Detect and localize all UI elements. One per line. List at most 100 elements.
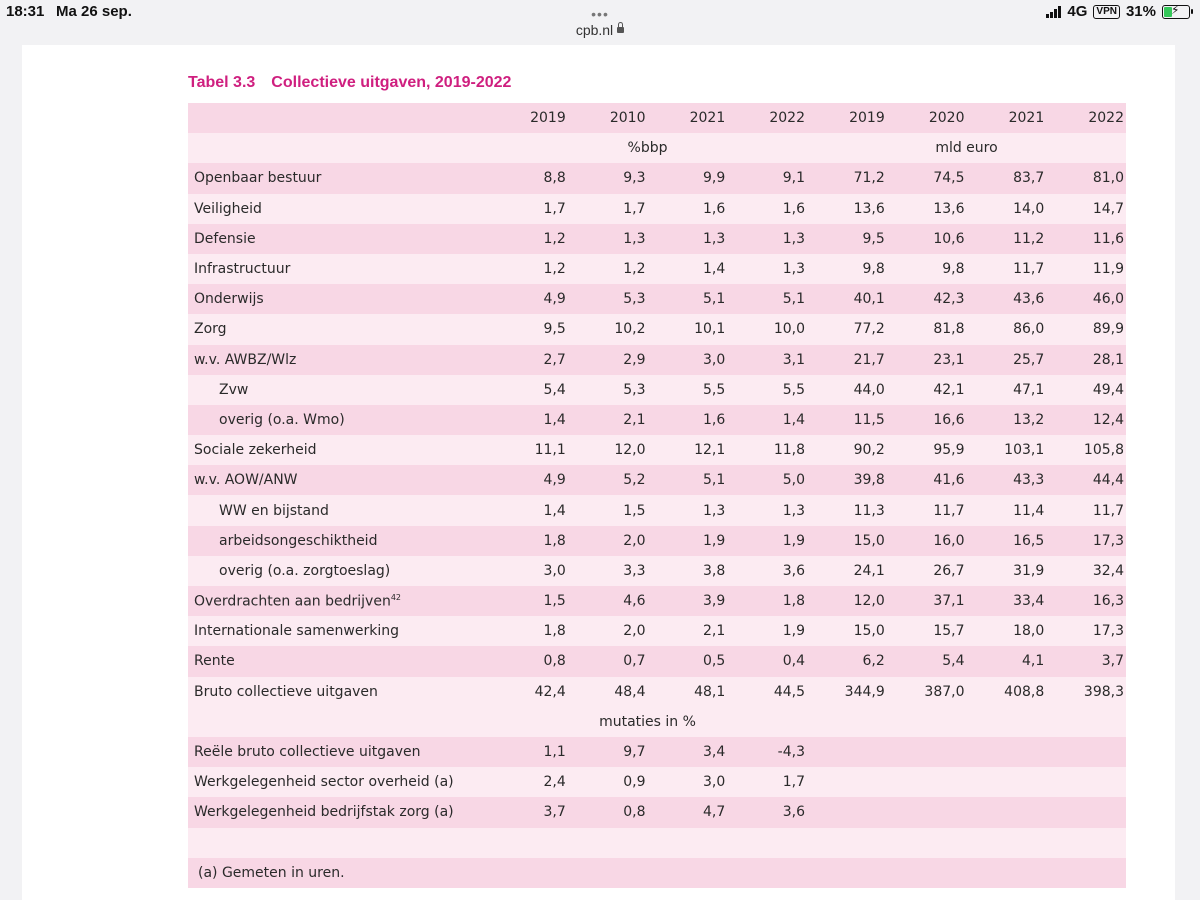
unit-header-mld-euro: mld euro: [935, 140, 998, 157]
table-cell: 10,2: [614, 321, 646, 338]
table-cell: 37,1: [933, 593, 965, 610]
table-cell: 1,6: [782, 200, 805, 217]
table-row: Overdrachten aan bedrijven42 1,5 4,6 3,9 1,8…: [188, 586, 1126, 617]
table-row: overig (o.a. zorgtoeslag) 3,0 3,3 3,8 3,6 24,…: [188, 555, 1126, 586]
header-row-years: 2019 2010 2021 2022 2019 2020 2021 2022: [188, 103, 1126, 134]
table-cell: 11,4: [1013, 502, 1045, 519]
table-cell: 1,3: [782, 502, 805, 519]
table-cell: 11,9: [1092, 261, 1124, 278]
table-cell: 15,0: [853, 623, 885, 640]
table-cell: 44,5: [773, 683, 805, 700]
row-label: Werkgelegenheid bedrijfstak zorg (a): [194, 804, 454, 821]
table-cell: 4,6: [623, 593, 646, 610]
unit-header-bbp: %bbp: [627, 140, 668, 157]
year-header: 2021: [689, 110, 726, 127]
table-cell: 12,4: [1092, 411, 1124, 428]
table-cell: 90,2: [853, 442, 885, 459]
table-cell: 3,6: [782, 562, 805, 579]
cellular-signal-icon: [1046, 5, 1062, 18]
mutaties-header: mutaties in %: [599, 713, 696, 730]
table-cell: 9,5: [543, 321, 566, 338]
row-label-text: Veiligheid: [194, 200, 262, 217]
table-cell: 17,3: [1092, 532, 1124, 549]
table-cell: 77,2: [853, 321, 885, 338]
table-cell: 4,7: [702, 804, 726, 821]
row-label: Infrastructuur: [188, 261, 488, 277]
table-cell: 13,6: [853, 200, 885, 217]
table-cell: 12,0: [853, 593, 885, 610]
row-label: Overdrachten aan bedrijven42: [188, 593, 488, 610]
row-label-text: Openbaar bestuur: [194, 170, 322, 187]
table-cell: 2,0: [623, 623, 646, 640]
table-cell: 1,4: [543, 411, 566, 428]
spacer-row: [188, 827, 1126, 858]
table-row: Sociale zekerheid 11,1 12,0 12,1 11,8 90,2 95,…: [188, 435, 1126, 466]
table-cell: 31,9: [1013, 562, 1045, 579]
row-label: Bruto collectieve uitgaven: [188, 684, 488, 700]
table-cell: 4,9: [543, 472, 566, 489]
table-cell: 1,4: [782, 411, 805, 428]
table-cell: 11,6: [1092, 230, 1124, 247]
table-cell: 1,9: [782, 532, 805, 549]
table-cell: 42,3: [933, 291, 965, 308]
table-cell: 28,1: [1092, 351, 1124, 368]
table-cell: 344,9: [844, 683, 885, 700]
row-label: Werkgelegenheid sector overheid (a): [194, 774, 454, 791]
table-cell: 49,4: [1092, 381, 1124, 398]
table-cell: 1,5: [623, 502, 646, 519]
tab-options-icon[interactable]: •••: [591, 6, 609, 22]
table-cell: 1,4: [543, 502, 566, 519]
table-row: Onderwijs 4,9 5,3 5,1 5,1 40,1 42,3 43,6 46,0: [188, 284, 1126, 315]
table-cell: 11,5: [853, 411, 885, 428]
table-cell: 16,5: [1013, 532, 1045, 549]
table-cell: 1,3: [782, 230, 805, 247]
table-cell: 16,0: [933, 532, 965, 549]
table-cell: 2,0: [623, 532, 646, 549]
table-cell: 2,7: [543, 351, 566, 368]
row-label-text: Internationale samenwerking: [194, 623, 399, 640]
table-cell: 5,1: [702, 472, 726, 489]
table-cell: 3,7: [1101, 653, 1124, 670]
table-cell: 9,1: [782, 170, 805, 187]
table-cell: 2,1: [623, 411, 646, 428]
row-label: Sociale zekerheid: [188, 442, 488, 458]
table-cell: 42,1: [933, 381, 965, 398]
table-cell: 16,3: [1092, 593, 1124, 610]
status-date: Ma 26 sep.: [56, 3, 132, 20]
table-row: Defensie 1,2 1,3 1,3 1,3 9,5 10,6 11,2 11,6: [188, 223, 1126, 254]
table-row: Openbaar bestuur 8,8 9,3 9,9 9,1 71,2 74,5 83,7…: [188, 163, 1126, 194]
row-label-text: Infrastructuur: [194, 261, 291, 278]
table-cell: 16,6: [933, 411, 965, 428]
table-cell: 12,1: [694, 442, 726, 459]
table-cell: 2,9: [623, 351, 646, 368]
table-cell: 48,1: [694, 683, 726, 700]
row-label-text: arbeidsongeschiktheid: [219, 532, 378, 549]
url-text: cpb.nl: [575, 22, 614, 38]
row-label: overig (o.a. Wmo): [188, 412, 488, 428]
table-row: Zvw 5,4 5,3 5,5 5,5 44,0 42,1 47,1 49,4: [188, 374, 1126, 405]
table-cell: 1,3: [702, 502, 726, 519]
status-indicators: 4G VPN 31% ⚡: [1046, 3, 1193, 20]
footnote-reference[interactable]: 42: [390, 592, 402, 602]
row-label: Reële bruto collectieve uitgaven: [194, 744, 421, 761]
table-cell: 1,1: [543, 744, 566, 761]
footnote: (a) Gemeten in uren.: [198, 864, 345, 881]
row-label-text: WW en bijstand: [219, 502, 329, 519]
table-cell: 398,3: [1083, 683, 1124, 700]
address-bar[interactable]: cpb.nl: [0, 22, 1200, 38]
page-content: Tabel 3.3 Collectieve uitgaven, 2019-2022…: [22, 45, 1175, 900]
mutaties-row: Werkgelegenheid bedrijfstak zorg (a) 3,7 0…: [188, 797, 1126, 828]
year-header: 2020: [928, 110, 965, 127]
table-cell: 5,3: [623, 381, 646, 398]
table-cell: -4,3: [777, 744, 805, 761]
table-row: WW en bijstand 1,4 1,5 1,3 1,3 11,3 11,7 11,4 11…: [188, 495, 1126, 526]
table-cell: 3,1: [782, 351, 805, 368]
row-label: Zorg: [188, 321, 488, 337]
lock-icon: [617, 22, 625, 34]
table-cell: 83,7: [1013, 170, 1045, 187]
table-cell: 4,1: [1021, 653, 1045, 670]
table-cell: 9,8: [862, 261, 885, 278]
row-label-text: Zvw: [219, 381, 249, 398]
table-row: Internationale samenwerking 1,8 2,0 2,1 1,9 1…: [188, 616, 1126, 647]
table-cell: 1,9: [782, 623, 805, 640]
